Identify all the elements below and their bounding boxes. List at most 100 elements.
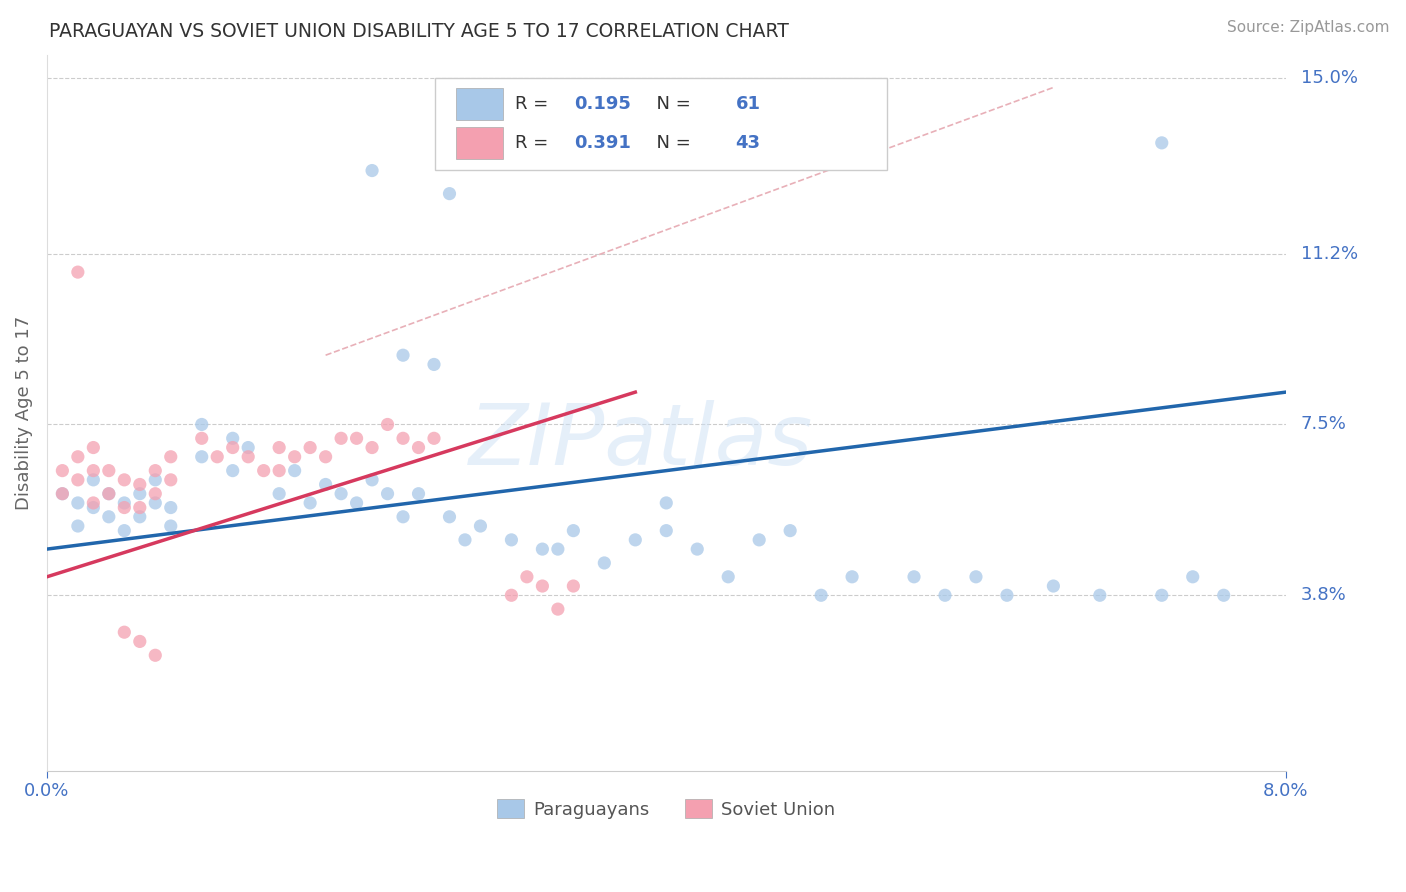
Point (143, 648, 166, 663)
Point (841, 570, 863, 584)
Point (143, 473, 166, 487)
Point (965, 570, 987, 584)
Point (1181, 570, 1204, 584)
Point (423, 358, 446, 372)
Point (51, 486, 73, 500)
Point (112, 625, 135, 640)
Point (810, 588, 832, 602)
Point (624, 533, 647, 547)
Point (547, 542, 569, 557)
Text: 0.195: 0.195 (575, 95, 631, 113)
Text: ZIPatlas: ZIPatlas (470, 400, 814, 483)
Text: 0.391: 0.391 (575, 135, 631, 153)
Text: N =: N = (645, 95, 697, 113)
Point (655, 496, 678, 510)
Point (655, 524, 678, 538)
Point (547, 602, 569, 616)
Point (470, 519, 492, 533)
Point (112, 473, 135, 487)
Point (238, 441, 260, 455)
Point (82, 496, 104, 510)
Point (1150, 136, 1173, 150)
Point (454, 533, 477, 547)
Point (934, 588, 956, 602)
Point (66, 519, 89, 533)
Point (299, 441, 322, 455)
Point (284, 450, 307, 464)
Point (1042, 579, 1064, 593)
Point (408, 441, 430, 455)
FancyBboxPatch shape (434, 78, 887, 169)
Point (112, 524, 135, 538)
Point (562, 579, 585, 593)
Text: R =: R = (515, 95, 554, 113)
Point (330, 486, 353, 500)
Point (531, 542, 554, 557)
Point (66, 496, 89, 510)
Text: 11.2%: 11.2% (1301, 244, 1358, 262)
Point (361, 473, 384, 487)
Point (66, 473, 89, 487)
Point (903, 570, 925, 584)
Text: 15.0%: 15.0% (1301, 70, 1358, 87)
Point (253, 464, 276, 478)
Point (562, 524, 585, 538)
Text: R =: R = (515, 135, 554, 153)
Point (439, 186, 461, 201)
Point (423, 431, 446, 445)
Point (51, 486, 73, 500)
Point (128, 477, 150, 491)
Point (82, 500, 104, 515)
Point (128, 486, 150, 500)
Point (190, 450, 212, 464)
Point (97, 486, 120, 500)
Point (284, 464, 307, 478)
Point (112, 496, 135, 510)
Point (128, 500, 150, 515)
Point (222, 464, 245, 478)
Point (346, 431, 368, 445)
Text: 43: 43 (735, 135, 761, 153)
Point (1088, 588, 1111, 602)
Point (299, 496, 322, 510)
Point (779, 524, 801, 538)
Point (82, 441, 104, 455)
Point (51, 464, 73, 478)
Point (205, 450, 228, 464)
Point (748, 533, 770, 547)
Point (143, 464, 166, 478)
Y-axis label: Disability Age 5 to 17: Disability Age 5 to 17 (15, 316, 32, 510)
Point (82, 473, 104, 487)
Point (377, 417, 399, 432)
Point (361, 441, 384, 455)
Point (159, 450, 181, 464)
Point (222, 431, 245, 445)
Point (128, 634, 150, 648)
Point (330, 431, 353, 445)
FancyBboxPatch shape (456, 88, 503, 120)
Point (222, 441, 245, 455)
Point (269, 486, 291, 500)
Point (238, 450, 260, 464)
Point (593, 556, 616, 570)
Text: PARAGUAYAN VS SOVIET UNION DISABILITY AGE 5 TO 17 CORRELATION CHART: PARAGUAYAN VS SOVIET UNION DISABILITY AG… (49, 22, 789, 41)
Point (269, 441, 291, 455)
Point (392, 348, 415, 362)
Point (190, 431, 212, 445)
Point (159, 500, 181, 515)
Text: Source: ZipAtlas.com: Source: ZipAtlas.com (1226, 20, 1389, 35)
Point (686, 542, 709, 557)
Point (1150, 588, 1173, 602)
Point (315, 450, 337, 464)
Text: 61: 61 (735, 95, 761, 113)
Text: N =: N = (645, 135, 697, 153)
Point (97, 509, 120, 524)
Point (66, 265, 89, 279)
Point (128, 509, 150, 524)
Point (66, 450, 89, 464)
Point (501, 588, 523, 602)
Point (995, 588, 1018, 602)
Point (346, 496, 368, 510)
Text: 3.8%: 3.8% (1301, 586, 1347, 604)
Legend: Paraguayans, Soviet Union: Paraguayans, Soviet Union (489, 792, 842, 826)
